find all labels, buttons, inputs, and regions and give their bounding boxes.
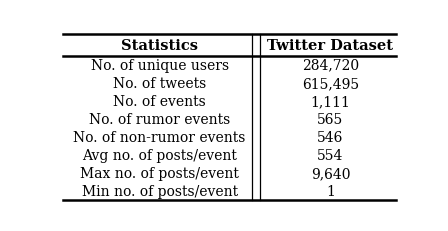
Text: Statistics: Statistics [121,39,198,53]
Text: No. of non-rumor events: No. of non-rumor events [73,131,246,144]
Text: No. of unique users: No. of unique users [90,58,228,73]
Text: Max no. of posts/event: Max no. of posts/event [80,166,239,180]
Text: Avg no. of posts/event: Avg no. of posts/event [82,148,237,162]
Text: 546: 546 [317,131,344,144]
Text: 284,720: 284,720 [302,58,359,73]
Text: No. of rumor events: No. of rumor events [89,112,230,126]
Text: 554: 554 [317,148,344,162]
Text: No. of tweets: No. of tweets [113,76,206,91]
Text: 1: 1 [326,184,335,198]
Text: Min no. of posts/event: Min no. of posts/event [82,184,238,198]
Text: 615,495: 615,495 [302,76,359,91]
Text: Twitter Dataset: Twitter Dataset [267,39,393,53]
Text: 565: 565 [317,112,344,126]
Text: 1,111: 1,111 [310,94,350,108]
Text: 9,640: 9,640 [310,166,350,180]
Text: No. of events: No. of events [113,94,206,108]
